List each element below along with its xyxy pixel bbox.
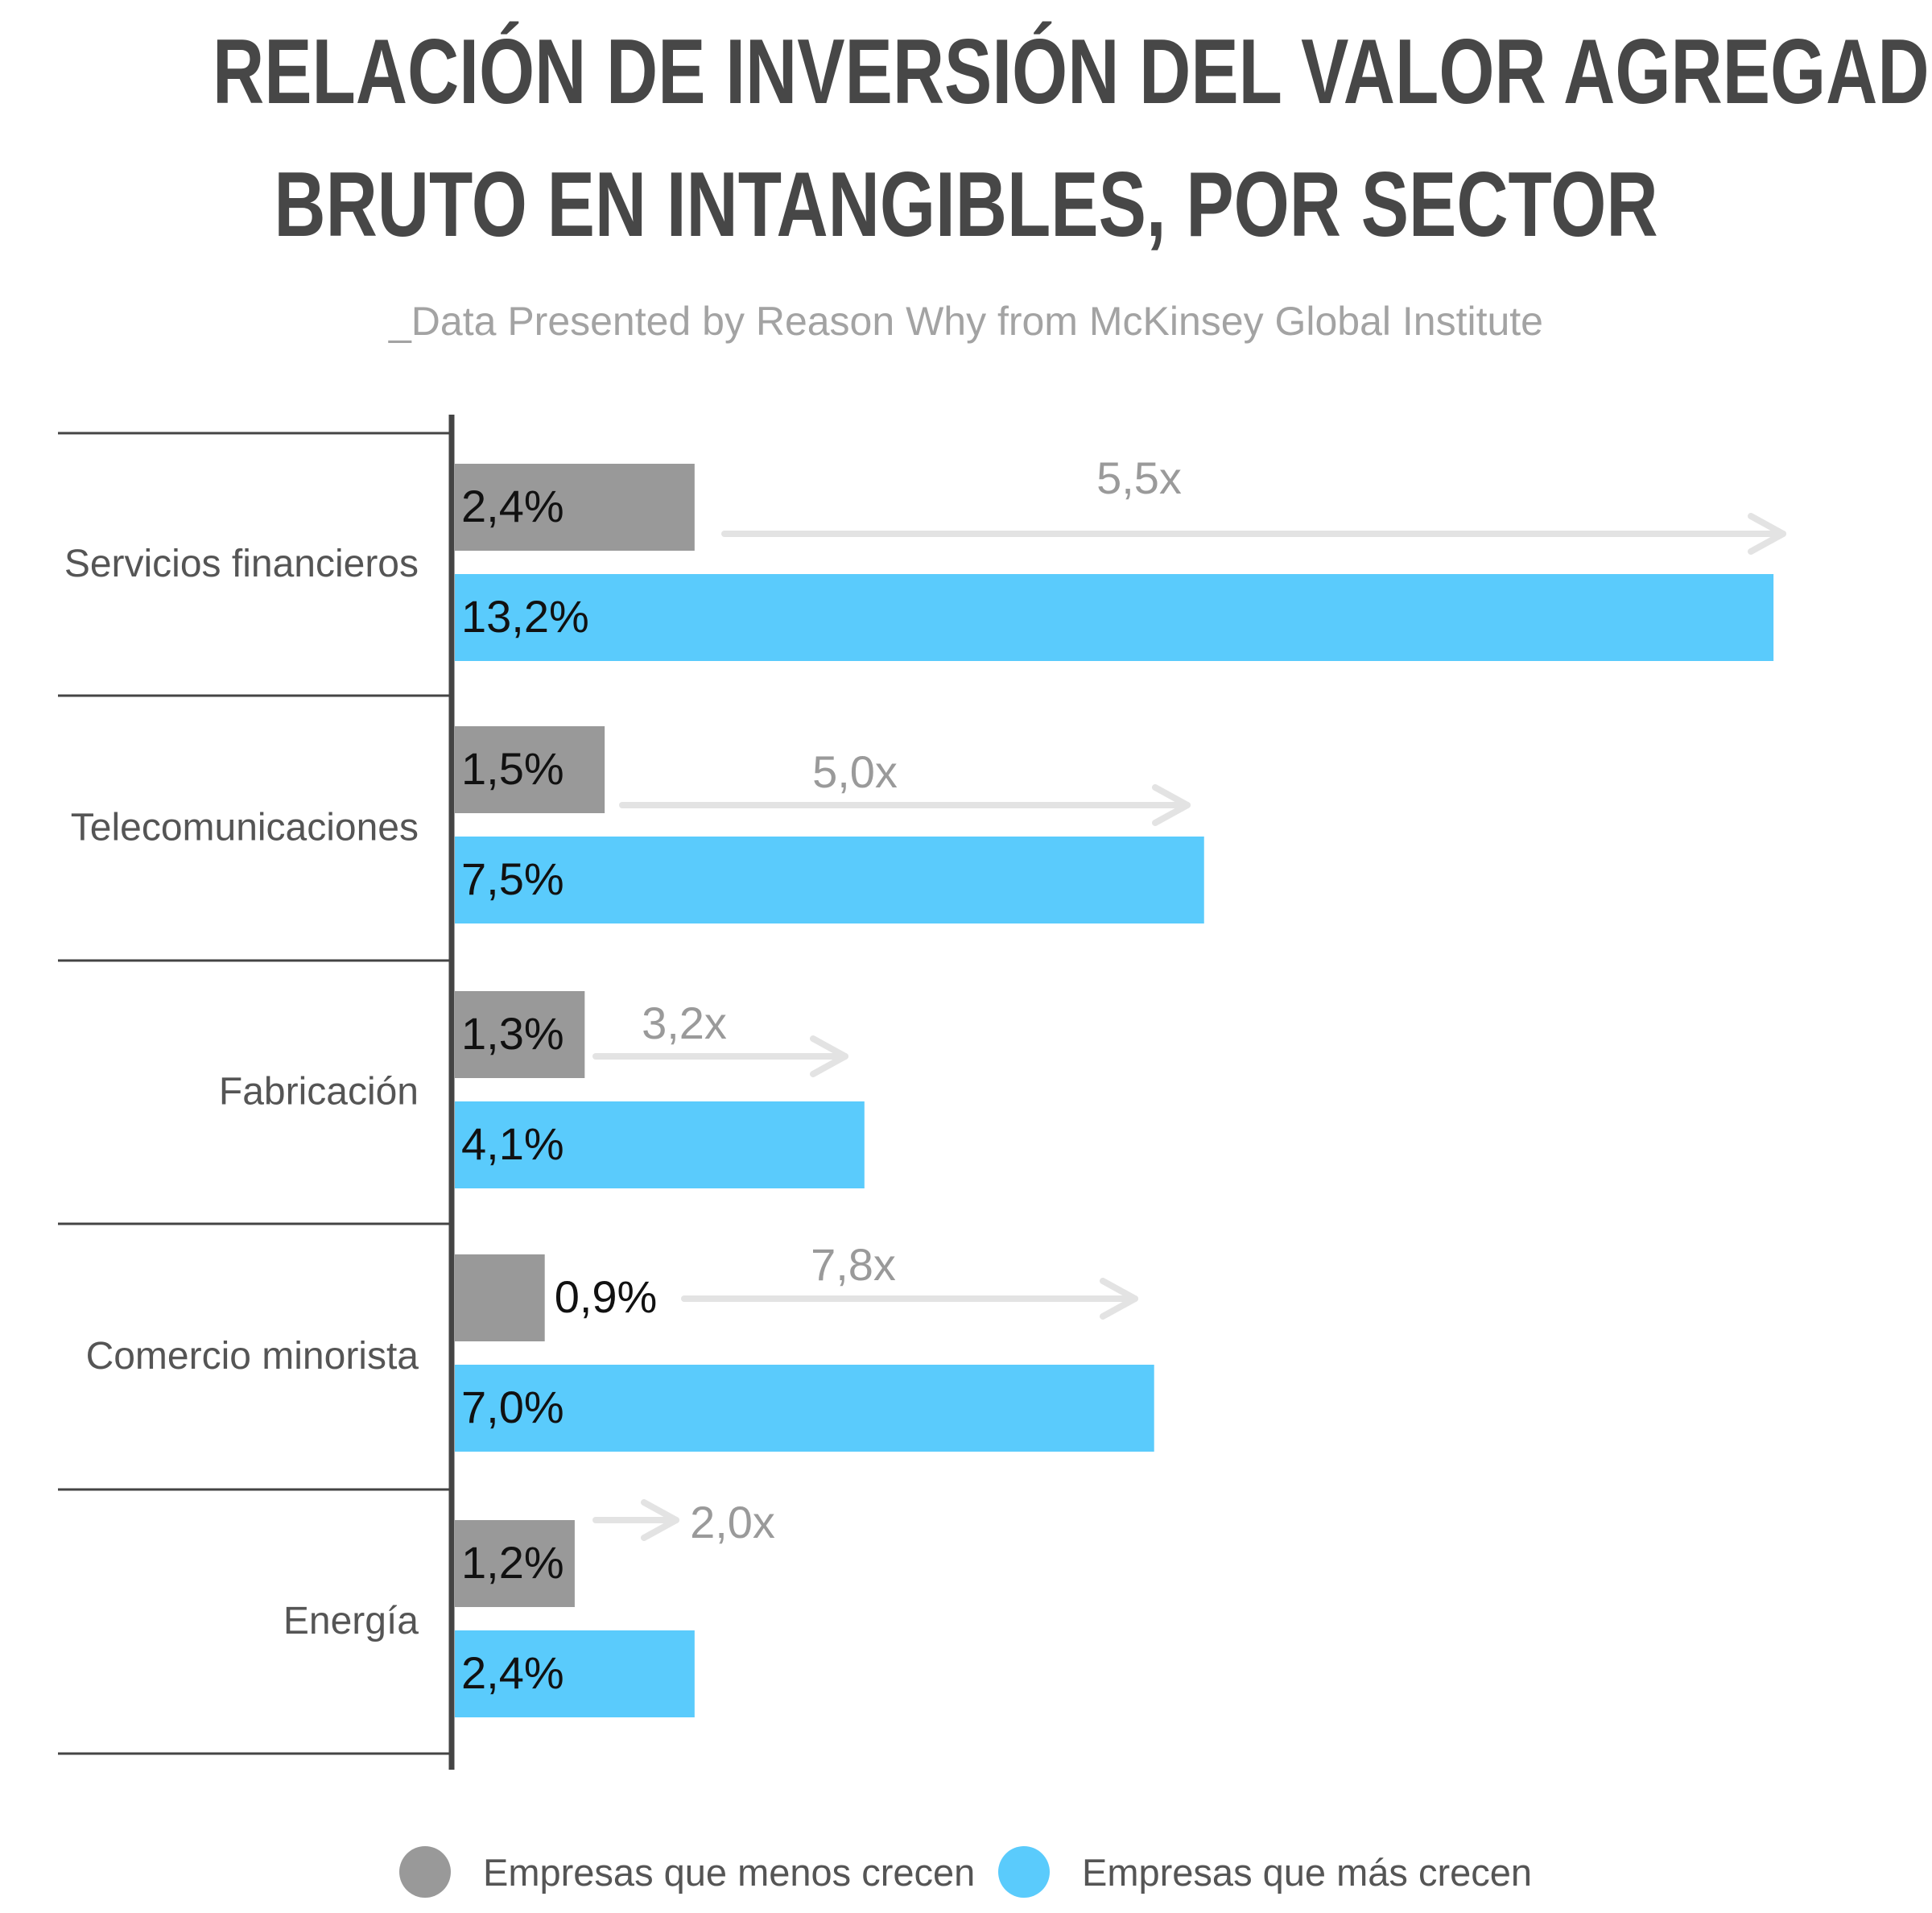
category-label: Energía <box>283 1600 419 1642</box>
bar-least-label: 1,5% <box>461 743 564 794</box>
bar-most-label: 13,2% <box>461 591 589 642</box>
bar-least <box>455 991 585 1078</box>
chart-title-line-2: BRUTO EN INTANGIBLES, POR SECTOR <box>274 154 1658 256</box>
legend-swatch-least <box>399 1846 451 1898</box>
bar-chart: Servicios financieros 2,4% 13,2% 5,5x Teleco… <box>58 415 1786 1770</box>
ratio-label: 5,5x <box>1096 452 1182 503</box>
bar-most-label: 4,1% <box>461 1118 564 1169</box>
category-label: Servicios financieros <box>64 543 419 585</box>
bar-least <box>455 464 695 551</box>
bar-most-label: 7,0% <box>461 1382 564 1432</box>
legend-item-most: Empresas que más crecen <box>998 1840 1532 1904</box>
bar-least <box>455 1254 545 1341</box>
chart-subtitle: _Data Presented by Reason Why from McKin… <box>389 299 1543 344</box>
legend-swatch-most <box>998 1846 1050 1898</box>
legend-item-least: Empresas que menos crecen <box>399 1840 975 1904</box>
ratio-label: 3,2x <box>642 998 727 1048</box>
bar-most <box>455 1101 865 1188</box>
ratio-arrow-head-icon <box>641 1499 679 1541</box>
ratio-arrow-head-icon <box>810 1035 848 1077</box>
category-label: Comercio minorista <box>86 1335 419 1378</box>
bar-least <box>455 726 605 813</box>
ratio-arrow-head-icon <box>1748 513 1786 555</box>
ratio-label: 7,8x <box>811 1239 896 1290</box>
ratio-label: 2,0x <box>690 1497 775 1547</box>
bar-most <box>455 574 1774 661</box>
bar-least <box>455 1520 575 1607</box>
chart-title-line-1: RELACIÓN DE INVERSIÓN DEL VALOR AGREGADO <box>213 21 1932 123</box>
bar-least-label: 1,2% <box>461 1537 564 1588</box>
bar-most <box>455 837 1204 923</box>
ratio-label: 5,0x <box>812 746 898 797</box>
legend-label-most: Empresas que más crecen <box>1082 1850 1533 1894</box>
bar-most <box>455 1365 1154 1452</box>
bar-most <box>455 1630 695 1717</box>
legend-label-least: Empresas que menos crecen <box>483 1850 976 1894</box>
ratio-arrow-head-icon <box>1152 784 1191 826</box>
bar-most-label: 7,5% <box>461 853 564 904</box>
bar-least-label: 2,4% <box>461 481 564 531</box>
category-label: Telecomunicaciones <box>71 807 419 849</box>
category-label: Fabricación <box>219 1071 419 1114</box>
bar-least-label: 0,9% <box>555 1271 658 1322</box>
bar-least-label: 1,3% <box>461 1008 564 1059</box>
ratio-arrow-head-icon <box>1100 1278 1138 1320</box>
bar-most-label: 2,4% <box>461 1647 564 1698</box>
